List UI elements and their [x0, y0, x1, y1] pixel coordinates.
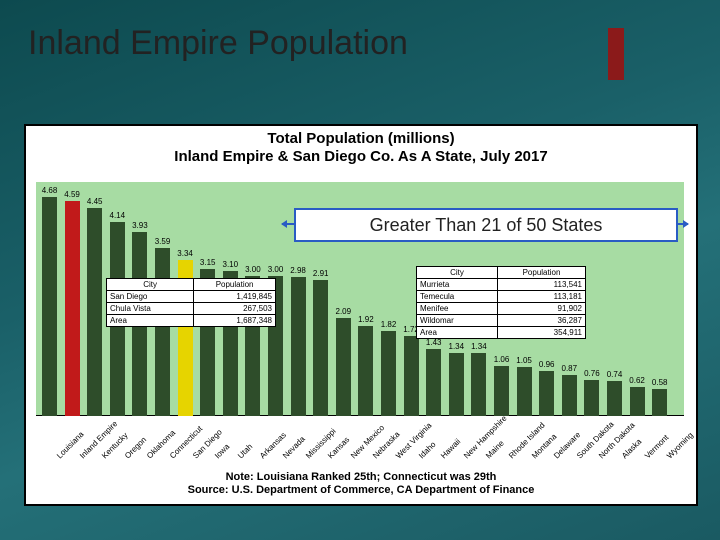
bar-value-label: 1.92: [358, 315, 374, 324]
tr-r1c0: Temecula: [417, 291, 498, 303]
bar-value-label: 3.34: [177, 249, 193, 258]
tl-r0c0: San Diego: [107, 291, 194, 303]
tl-col-pop: Population: [194, 279, 276, 291]
x-axis-label: Iowa: [213, 442, 231, 460]
bar-value-label: 3.10: [223, 260, 239, 269]
bar-value-label: 4.14: [110, 211, 126, 220]
slide-title: Inland Empire Population: [28, 24, 408, 63]
x-axis-label: Vermont: [643, 433, 670, 460]
bar: [426, 349, 441, 416]
bar: [471, 353, 486, 416]
tl-r1c0: Chula Vista: [107, 303, 194, 315]
bar: [449, 353, 464, 416]
tr-r0c0: Murrieta: [417, 279, 498, 291]
bar: [607, 381, 622, 416]
chart-title-line1: Total Population (millions): [267, 130, 454, 147]
bar-value-label: 0.74: [607, 370, 623, 379]
tr-r3c1: 36,287: [498, 315, 586, 327]
tr-r2c0: Menifee: [417, 303, 498, 315]
x-axis-label: Utah: [236, 442, 254, 460]
inset-table-left: CityPopulation San Diego1,419,845 Chula …: [106, 278, 276, 327]
x-axis-label: Hawaii: [439, 437, 462, 460]
bar: [630, 387, 645, 416]
x-axis-label: Wyoming: [665, 430, 695, 460]
tr-r2c1: 91,902: [498, 303, 586, 315]
bar: [404, 336, 419, 416]
bar-value-label: 2.09: [336, 307, 352, 316]
bar-value-label: 3.00: [268, 265, 284, 274]
bar-value-label: 4.59: [64, 190, 80, 199]
bar-value-label: 3.93: [132, 221, 148, 230]
bar: [652, 389, 667, 416]
bar-value-label: 0.58: [652, 378, 668, 387]
bar-value-label: 1.34: [471, 342, 487, 351]
note-line2: Source: U.S. Department of Commerce, CA …: [188, 484, 535, 496]
bar-value-label: 1.05: [516, 356, 532, 365]
tl-r2c1: 1,687,348: [194, 315, 276, 327]
bar-value-label: 2.98: [290, 266, 306, 275]
bar: [584, 380, 599, 416]
tl-r0c1: 1,419,845: [194, 291, 276, 303]
tr-r1c1: 113,181: [498, 291, 586, 303]
slide: Inland Empire Population Total Populatio…: [0, 0, 720, 540]
tl-col-city: City: [107, 279, 194, 291]
bar-value-label: 0.62: [629, 376, 645, 385]
tr-col-pop: Population: [498, 267, 586, 279]
tr-r4c1: 354,911: [498, 327, 586, 339]
bar: [313, 280, 328, 416]
bar-value-label: 3.15: [200, 258, 216, 267]
bar-value-label: 3.59: [155, 237, 171, 246]
tr-r0c1: 113,541: [498, 279, 586, 291]
callout-arrow-left: [282, 223, 294, 225]
callout-box: Greater Than 21 of 50 States: [294, 208, 678, 242]
x-axis-label: Idaho: [417, 440, 438, 461]
tl-r1c1: 267,503: [194, 303, 276, 315]
bar-value-label: 1.82: [381, 320, 397, 329]
tl-r2c0: Area: [107, 315, 194, 327]
bar-value-label: 2.91: [313, 269, 329, 278]
bar-value-label: 0.76: [584, 369, 600, 378]
bar-value-label: 1.06: [494, 355, 510, 364]
inset-table-right: CityPopulation Murrieta113,541 Temecula1…: [416, 266, 586, 339]
chart-note: Note: Louisiana Ranked 25th; Connecticut…: [26, 471, 696, 499]
chart-title-line2: Inland Empire & San Diego Co. As A State…: [174, 148, 547, 165]
bar: [494, 366, 509, 416]
x-axis-labels: LouisianaInland EmpireKentuckyOregonOkla…: [36, 420, 684, 470]
bar-value-label: 4.68: [42, 186, 58, 195]
chart-frame: Total Population (millions) Inland Empir…: [24, 124, 698, 506]
note-line1: Note: Louisiana Ranked 25th; Connecticut…: [226, 471, 497, 483]
bar: [562, 375, 577, 416]
bar-value-label: 4.45: [87, 197, 103, 206]
tr-r3c0: Wildomar: [417, 315, 498, 327]
x-axis-label: Alaska: [620, 437, 643, 460]
bar-value-label: 1.34: [449, 342, 465, 351]
bar-value-label: 3.00: [245, 265, 261, 274]
bar: [517, 367, 532, 416]
bar: [65, 201, 80, 416]
bar: [87, 208, 102, 416]
accent-bar: [608, 28, 624, 80]
bar-value-label: 0.96: [539, 360, 555, 369]
bar: [336, 318, 351, 416]
bar-value-label: 0.87: [562, 364, 578, 373]
bar: [381, 331, 396, 416]
callout-arrow-right: [676, 223, 688, 225]
tr-r4c0: Area: [417, 327, 498, 339]
bar-value-label: 1.43: [426, 338, 442, 347]
bar: [358, 326, 373, 416]
x-axis-label: Maine: [484, 439, 506, 461]
bar: [42, 197, 57, 416]
bar: [539, 371, 554, 416]
chart-title: Total Population (millions) Inland Empir…: [26, 126, 696, 166]
callout-text: Greater Than 21 of 50 States: [370, 215, 603, 236]
tr-col-city: City: [417, 267, 498, 279]
bar: [291, 277, 306, 416]
bar: [155, 248, 170, 416]
